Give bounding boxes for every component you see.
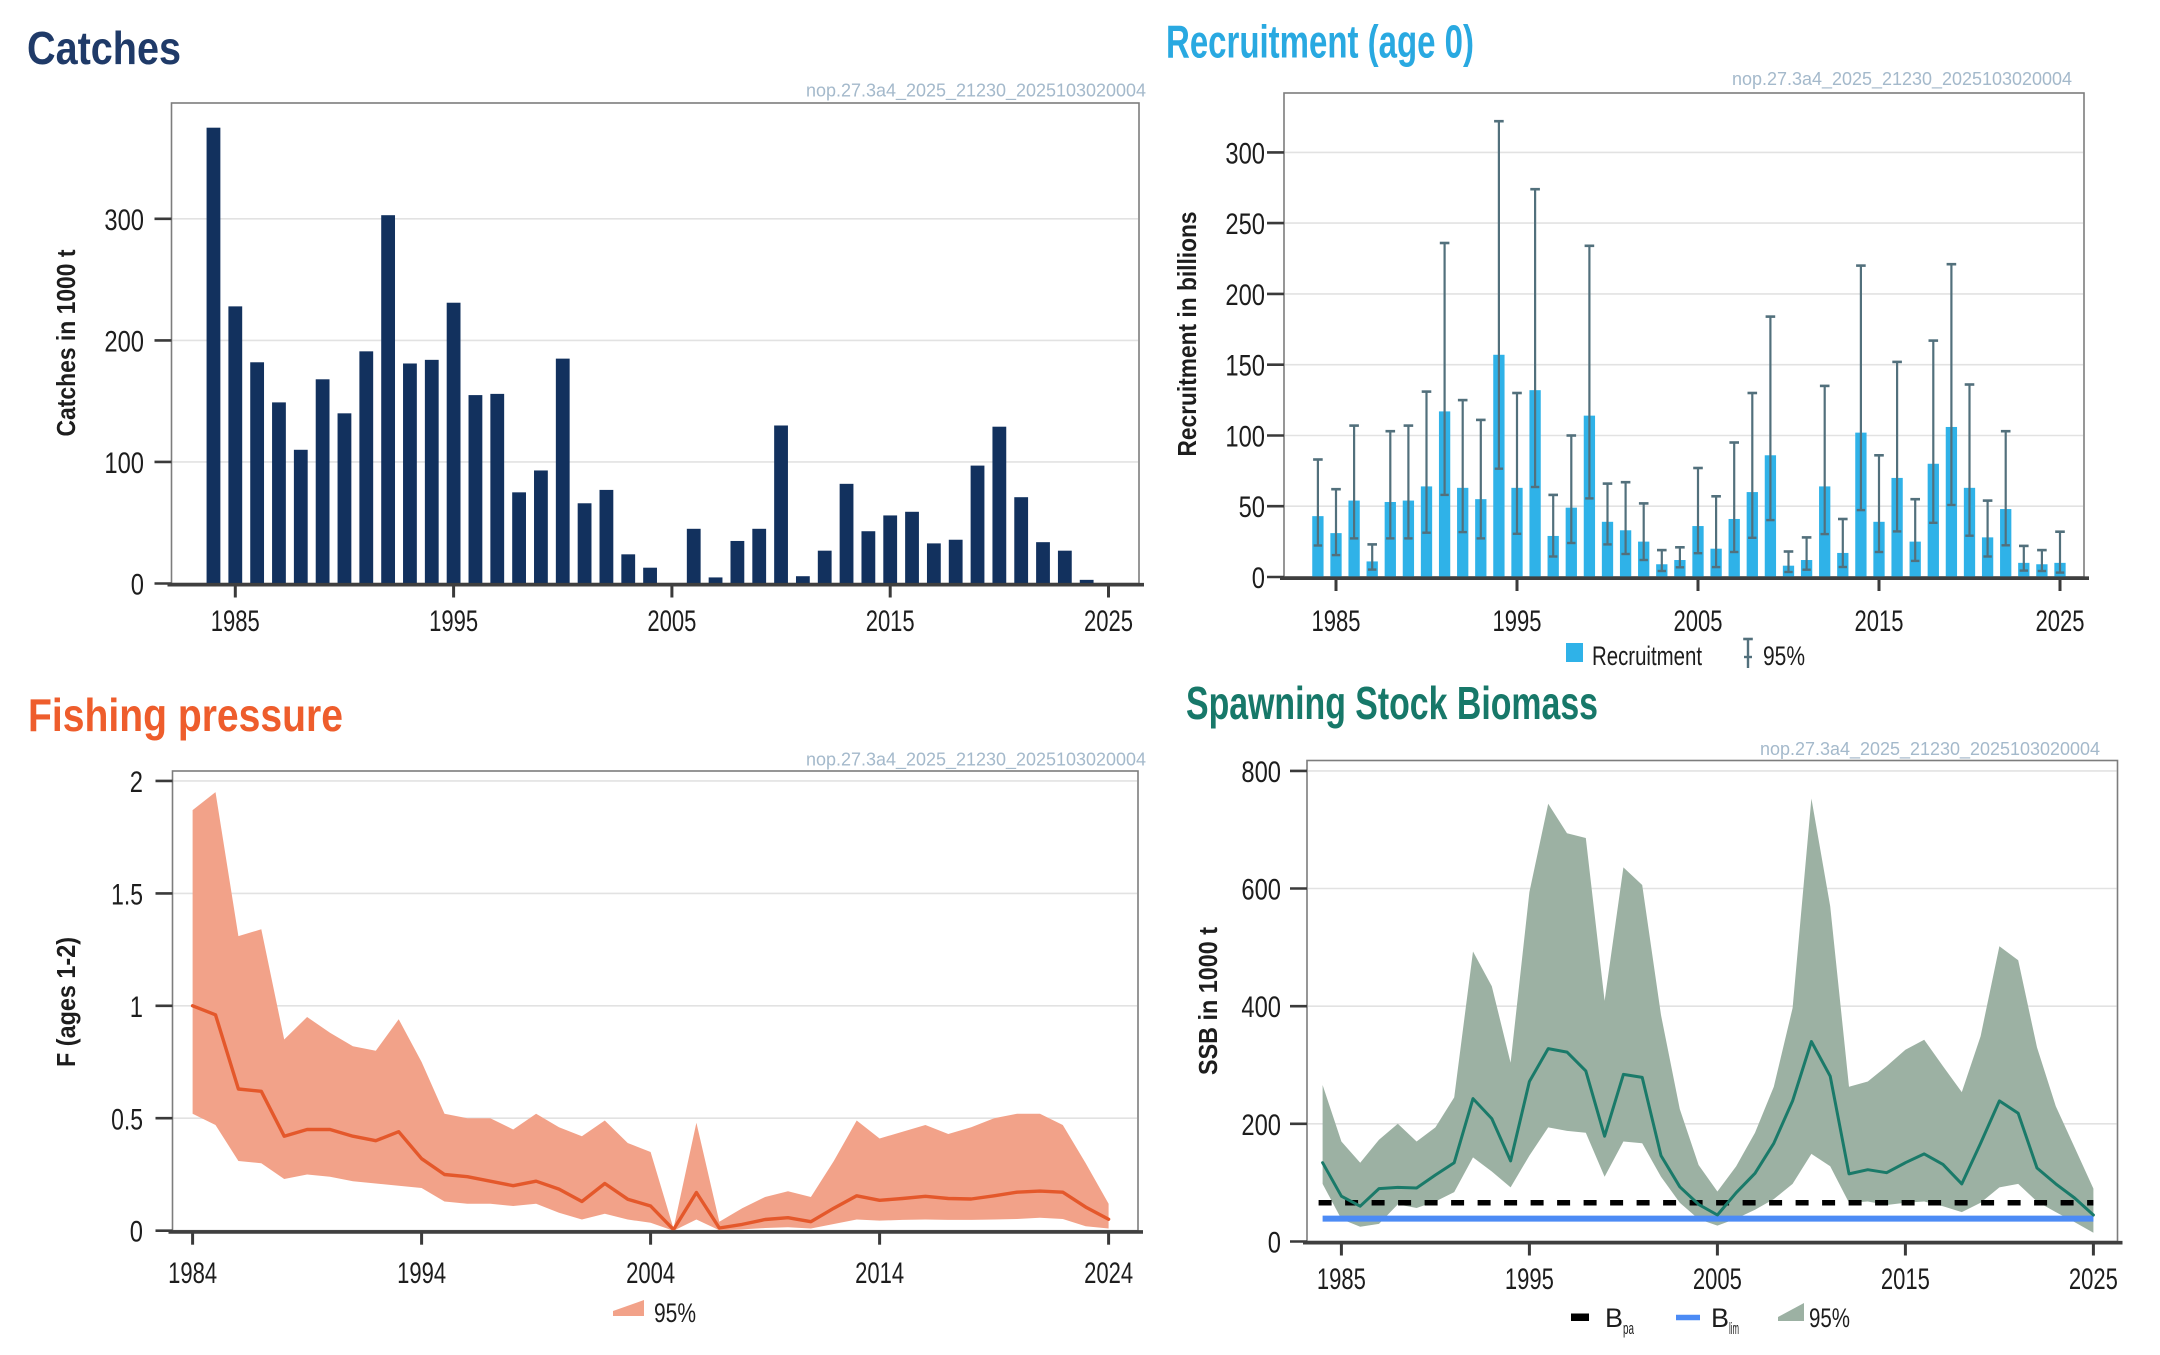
svg-text:2025: 2025 bbox=[2036, 605, 2085, 638]
svg-text:300: 300 bbox=[1225, 137, 1265, 170]
svg-text:1994: 1994 bbox=[397, 1257, 446, 1290]
svg-text:0: 0 bbox=[131, 569, 144, 602]
svg-text:95%: 95% bbox=[654, 1298, 696, 1328]
svg-text:1985: 1985 bbox=[211, 605, 260, 638]
svg-text:0: 0 bbox=[1252, 562, 1265, 595]
svg-text:1.5: 1.5 bbox=[111, 878, 143, 911]
svg-text:2015: 2015 bbox=[1855, 605, 1904, 638]
svg-text:300: 300 bbox=[104, 204, 144, 237]
svg-text:250: 250 bbox=[1225, 208, 1265, 241]
svg-text:2004: 2004 bbox=[626, 1257, 675, 1290]
svg-text:100: 100 bbox=[1225, 420, 1265, 453]
svg-text:1985: 1985 bbox=[1317, 1263, 1366, 1296]
svg-text:2014: 2014 bbox=[855, 1257, 904, 1290]
svg-text:600: 600 bbox=[1241, 874, 1281, 907]
svg-text:nop.27.3a4_2025_21230_20251030: nop.27.3a4_2025_21230_2025103020004 bbox=[1760, 738, 2100, 760]
svg-text:2025: 2025 bbox=[2069, 1263, 2118, 1296]
svg-text:2024: 2024 bbox=[1084, 1257, 1133, 1290]
svg-text:1984: 1984 bbox=[168, 1257, 217, 1290]
svg-text:200: 200 bbox=[1241, 1109, 1281, 1142]
svg-text:2025: 2025 bbox=[1084, 605, 1133, 638]
svg-text:1995: 1995 bbox=[429, 605, 478, 638]
svg-text:95%: 95% bbox=[1809, 1303, 1850, 1333]
svg-text:SSB in 1000 t: SSB in 1000 t bbox=[1193, 927, 1223, 1075]
svg-text:1995: 1995 bbox=[1493, 605, 1542, 638]
svg-text:Spawning Stock Biomass: Spawning Stock Biomass bbox=[1186, 677, 1598, 729]
svg-text:Recruitment (age 0): Recruitment (age 0) bbox=[1166, 16, 1474, 68]
svg-text:lim: lim bbox=[1729, 1319, 1739, 1338]
svg-text:1: 1 bbox=[130, 991, 143, 1024]
svg-text:800: 800 bbox=[1241, 756, 1281, 789]
svg-text:B: B bbox=[1711, 1303, 1729, 1333]
svg-text:100: 100 bbox=[104, 447, 144, 480]
svg-text:Fishing pressure: Fishing pressure bbox=[28, 689, 343, 741]
svg-text:200: 200 bbox=[104, 325, 144, 358]
svg-text:Recruitment in billions: Recruitment in billions bbox=[1172, 212, 1202, 457]
svg-text:F (ages 1-2): F (ages 1-2) bbox=[51, 937, 81, 1067]
svg-text:50: 50 bbox=[1239, 491, 1265, 524]
svg-text:B: B bbox=[1605, 1303, 1623, 1333]
svg-text:2: 2 bbox=[130, 766, 143, 799]
svg-text:0: 0 bbox=[130, 1216, 143, 1249]
svg-text:0: 0 bbox=[1268, 1227, 1281, 1260]
svg-text:200: 200 bbox=[1225, 279, 1265, 312]
svg-text:nop.27.3a4_2025_21230_20251030: nop.27.3a4_2025_21230_2025103020004 bbox=[806, 80, 1146, 102]
svg-text:nop.27.3a4_2025_21230_20251030: nop.27.3a4_2025_21230_2025103020004 bbox=[806, 749, 1146, 771]
svg-text:2015: 2015 bbox=[1881, 1263, 1930, 1296]
svg-text:150: 150 bbox=[1225, 350, 1265, 383]
svg-text:Recruitment: Recruitment bbox=[1592, 641, 1702, 671]
svg-text:1985: 1985 bbox=[1312, 605, 1361, 638]
svg-text:Catches in 1000 t: Catches in 1000 t bbox=[51, 249, 81, 436]
svg-text:2005: 2005 bbox=[647, 605, 696, 638]
svg-text:Catches: Catches bbox=[27, 22, 181, 74]
svg-text:pa: pa bbox=[1623, 1319, 1634, 1338]
svg-text:2005: 2005 bbox=[1693, 1263, 1742, 1296]
svg-text:0.5: 0.5 bbox=[111, 1103, 143, 1136]
svg-text:2015: 2015 bbox=[866, 605, 915, 638]
svg-text:nop.27.3a4_2025_21230_20251030: nop.27.3a4_2025_21230_2025103020004 bbox=[1732, 68, 2072, 90]
svg-text:1995: 1995 bbox=[1505, 1263, 1554, 1296]
svg-text:2005: 2005 bbox=[1674, 605, 1723, 638]
svg-text:400: 400 bbox=[1241, 991, 1281, 1024]
svg-text:95%: 95% bbox=[1763, 641, 1805, 671]
